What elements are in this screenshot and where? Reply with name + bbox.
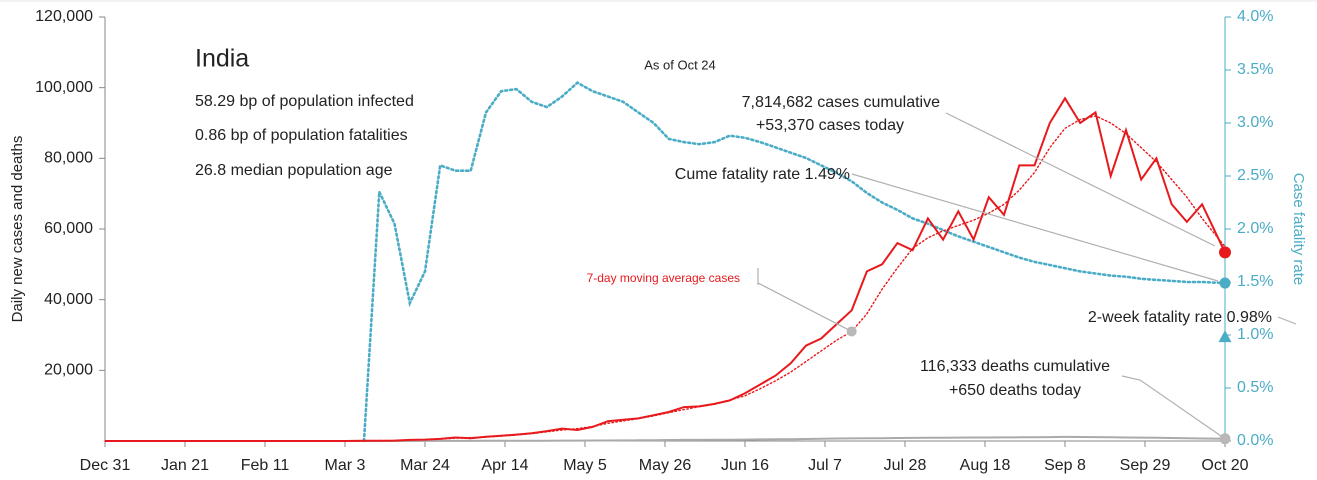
end-marker bbox=[1219, 277, 1231, 289]
annotation: Cume fatality rate 1.49% bbox=[675, 166, 850, 183]
leader-line bbox=[1277, 316, 1297, 325]
chart-title: India bbox=[195, 45, 249, 73]
y2-tick-label: 1.0% bbox=[1237, 326, 1273, 343]
x-tick-label: Jul 7 bbox=[808, 457, 842, 474]
x-tick-label: Feb 11 bbox=[241, 457, 290, 474]
x-tick-label: Apr 14 bbox=[481, 457, 528, 474]
x-tick-label: Aug 18 bbox=[960, 457, 1011, 474]
x-tick-label: Sep 8 bbox=[1044, 457, 1086, 474]
y2-tick-label: 3.5% bbox=[1237, 61, 1273, 78]
series-line bbox=[362, 81, 1227, 443]
annotation: 116,333 deaths cumulative bbox=[920, 358, 1110, 375]
x-tick-label: Mar 24 bbox=[400, 457, 450, 474]
y2-tick-label: 0.5% bbox=[1237, 379, 1273, 396]
end-marker bbox=[1219, 246, 1231, 259]
annotation: +650 deaths today bbox=[949, 382, 1081, 399]
y2-tick-label: 4.0% bbox=[1237, 8, 1273, 25]
series-line bbox=[105, 96, 1226, 442]
stat: 58.29 bp of population infected bbox=[195, 93, 414, 110]
y2-axis-title: Case fatality rate bbox=[1290, 173, 1307, 286]
y-axis-title: Daily new cases and deaths bbox=[9, 136, 26, 323]
x-tick-label: Jan 21 bbox=[161, 457, 209, 474]
stat: 26.8 median population age bbox=[195, 162, 393, 179]
y-tick-label: 40,000 bbox=[44, 291, 93, 308]
y-tick-label: 20,000 bbox=[44, 362, 93, 379]
leader-line bbox=[945, 112, 1216, 247]
annotation: +53,370 cases today bbox=[756, 117, 904, 134]
annotation: 7-day moving average cases bbox=[587, 271, 740, 285]
x-tick-label: May 26 bbox=[639, 457, 692, 474]
leader-line bbox=[851, 173, 1219, 282]
y-tick-label: 100,000 bbox=[35, 79, 93, 96]
x-tick-label: Dec 31 bbox=[80, 457, 131, 474]
y-tick-label: 80,000 bbox=[44, 150, 93, 167]
ma-marker bbox=[846, 326, 857, 337]
y-tick-label: 120,000 bbox=[35, 8, 93, 25]
y2-tick-label: 3.0% bbox=[1237, 114, 1273, 131]
x-tick-label: Jun 16 bbox=[721, 457, 769, 474]
annotation: 2-week fatality rate 0.98% bbox=[1088, 309, 1272, 326]
y-tick-label: 60,000 bbox=[44, 220, 93, 237]
y2-tick-label: 1.5% bbox=[1237, 273, 1273, 290]
subtitle: As of Oct 24 bbox=[644, 57, 716, 72]
x-tick-label: Mar 3 bbox=[325, 457, 366, 474]
leader-line bbox=[1121, 375, 1226, 440]
two-week-marker bbox=[1218, 330, 1232, 343]
x-tick-label: Sep 29 bbox=[1120, 457, 1171, 474]
end-marker bbox=[1219, 433, 1231, 445]
x-tick-label: Oct 20 bbox=[1201, 457, 1248, 474]
y2-tick-label: 0.0% bbox=[1237, 432, 1273, 449]
x-tick-label: Jul 28 bbox=[884, 457, 927, 474]
y2-tick-label: 2.5% bbox=[1237, 167, 1273, 184]
annotation: 7,814,682 cases cumulative bbox=[742, 94, 940, 111]
leader-line bbox=[757, 282, 852, 332]
y2-tick-label: 2.0% bbox=[1237, 220, 1273, 237]
stat: 0.86 bp of population fatalities bbox=[195, 127, 408, 144]
x-tick-label: May 5 bbox=[563, 457, 607, 474]
